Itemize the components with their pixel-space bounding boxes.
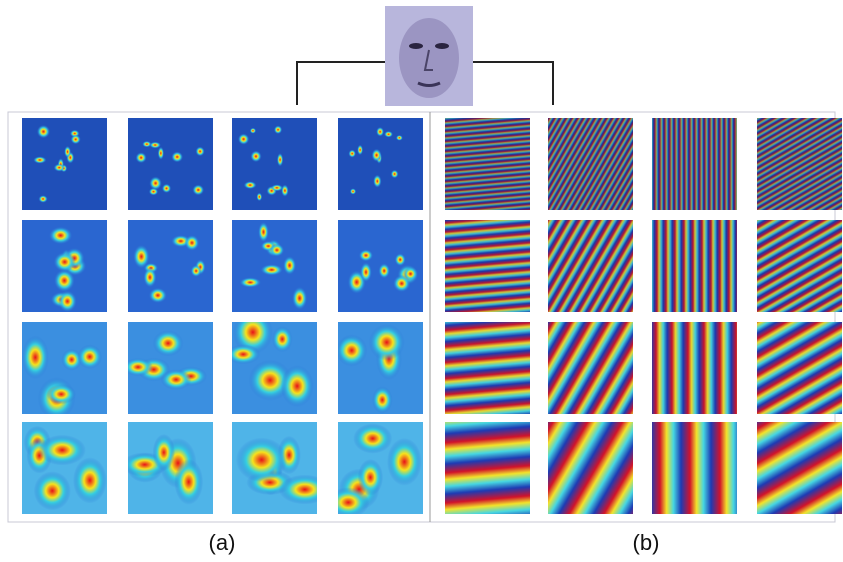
blob: [350, 188, 356, 194]
blob: [395, 253, 406, 266]
blob: [158, 147, 164, 160]
blob: [192, 185, 204, 196]
blob: [238, 134, 249, 145]
blob: [387, 438, 422, 486]
panel-label: (b): [633, 530, 660, 555]
blob: [54, 269, 75, 292]
magnitude-cell: [22, 118, 107, 210]
blob: [149, 177, 161, 190]
phase-shade: [445, 220, 530, 312]
blob: [161, 369, 192, 390]
face-eye: [435, 43, 449, 49]
blob: [153, 434, 175, 471]
blob: [348, 150, 355, 158]
blob: [250, 151, 261, 162]
phase-shade: [652, 118, 737, 210]
blob: [38, 195, 47, 202]
blob: [372, 386, 393, 413]
blob: [357, 145, 363, 155]
blob: [378, 263, 390, 278]
blob: [33, 156, 46, 163]
blob: [353, 423, 392, 453]
blob: [37, 125, 50, 138]
blob: [162, 184, 171, 193]
phase-shade: [548, 322, 633, 414]
blob: [260, 264, 282, 275]
blob: [283, 256, 296, 275]
blob: [391, 170, 399, 178]
blob: [281, 365, 314, 407]
phase-shade: [652, 322, 737, 414]
blob: [257, 193, 263, 201]
blob: [153, 330, 184, 356]
blob: [250, 128, 256, 134]
connector: [473, 62, 553, 105]
blob: [174, 459, 203, 505]
blob: [123, 358, 153, 376]
blob: [236, 438, 287, 483]
blob: [277, 153, 283, 167]
blob: [149, 288, 167, 303]
blob: [372, 149, 382, 162]
figure: (a) (b): [0, 0, 843, 562]
phase-shade: [445, 118, 530, 210]
blob: [171, 152, 183, 163]
phase-shade: [757, 220, 842, 312]
blob: [226, 344, 260, 364]
blob: [327, 487, 369, 517]
blob: [46, 384, 76, 404]
blob: [376, 127, 384, 137]
phase-shade: [757, 322, 842, 414]
blob: [384, 131, 393, 137]
blob: [258, 222, 269, 242]
blob: [393, 275, 410, 292]
blob: [279, 475, 331, 505]
blob: [396, 135, 403, 141]
blob: [22, 336, 49, 380]
phase-shade: [445, 322, 530, 414]
blob: [143, 267, 156, 287]
blob: [274, 126, 282, 134]
blob: [359, 249, 373, 261]
connector: [297, 62, 385, 105]
figure-canvas: (a) (b): [0, 0, 843, 562]
blob: [373, 175, 381, 188]
blob: [271, 184, 283, 191]
blob: [39, 435, 86, 466]
blob: [136, 152, 147, 163]
blob: [34, 471, 71, 510]
panel-label: (a): [209, 530, 236, 555]
phase-shade: [548, 118, 633, 210]
blob: [49, 227, 72, 245]
blob: [54, 164, 65, 172]
blob: [196, 147, 205, 157]
blob: [272, 326, 292, 352]
blob: [54, 252, 76, 272]
blob: [191, 265, 202, 277]
blob: [71, 135, 81, 144]
phase-shade: [548, 220, 633, 312]
blob: [239, 277, 261, 287]
blob: [73, 457, 107, 503]
blob: [292, 287, 307, 310]
blob: [77, 345, 102, 370]
blob: [64, 146, 71, 158]
phase-shade: [652, 220, 737, 312]
blob: [149, 142, 161, 149]
blob: [244, 181, 257, 189]
phase-shade: [757, 118, 842, 210]
blob: [58, 291, 77, 312]
blob: [270, 244, 285, 257]
blob: [369, 324, 405, 361]
magnitude-cell: [128, 118, 213, 210]
blob: [336, 334, 367, 366]
face-eye: [409, 43, 423, 49]
blob: [185, 235, 200, 251]
blob: [360, 262, 372, 282]
blob: [358, 459, 383, 496]
